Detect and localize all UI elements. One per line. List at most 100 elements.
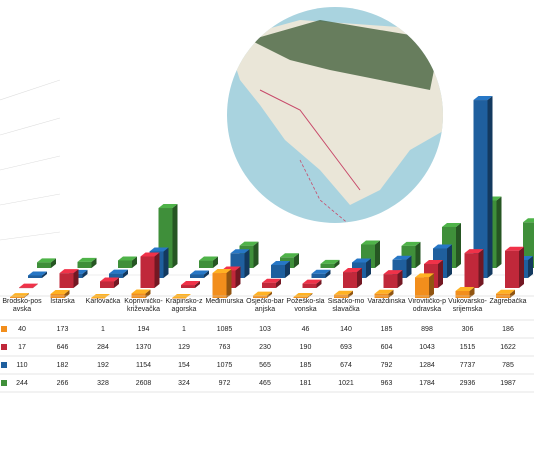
table-value: 1	[182, 326, 186, 333]
table-value: 230	[259, 344, 271, 351]
bar-side	[456, 222, 461, 268]
table-value: 465	[259, 380, 271, 387]
bar	[496, 289, 515, 298]
bar-top	[199, 256, 218, 261]
bar-top	[343, 268, 362, 273]
bar	[50, 290, 70, 298]
category-label: Osječko-baranjska	[246, 298, 284, 313]
bar-front	[464, 253, 479, 288]
category-label: Karlovačka	[85, 298, 121, 305]
table-value: 2608	[136, 380, 152, 387]
bar-top	[37, 258, 56, 263]
bar-top	[496, 289, 515, 294]
bar-side	[235, 266, 241, 288]
bar-top	[433, 244, 452, 249]
bar-top	[424, 260, 443, 265]
table-value: 693	[340, 344, 352, 351]
category-cell: Osječko-baranjska	[246, 298, 284, 313]
bar-top	[109, 269, 128, 274]
bar-top	[100, 277, 119, 282]
bar	[118, 256, 137, 268]
table-value: 182	[57, 362, 69, 369]
bar-top	[230, 249, 250, 254]
category-cell: Brodsko-posavska	[2, 298, 42, 313]
bar-side	[267, 291, 272, 298]
bar-front	[109, 273, 123, 278]
bar-side	[528, 255, 533, 278]
category-label: Zagrebačka	[489, 298, 527, 305]
category-cell: Međimurska	[205, 298, 243, 305]
bar-side	[276, 278, 281, 288]
bar-side	[406, 255, 412, 278]
bar-front	[28, 275, 42, 278]
bar	[311, 269, 331, 278]
bar-front	[59, 273, 74, 288]
bar-top	[361, 240, 380, 245]
table	[0, 295, 534, 393]
bar-side	[51, 258, 56, 268]
table-value: 565	[259, 362, 271, 369]
bar-front	[383, 274, 398, 288]
bar-top	[455, 286, 475, 291]
bar-front	[505, 250, 519, 288]
category-label: Brodsko-posavska	[2, 298, 42, 313]
bar	[262, 278, 281, 288]
bar-top	[239, 241, 259, 246]
bar-front	[415, 277, 429, 298]
bar-top	[59, 269, 79, 274]
bar-side	[438, 260, 443, 288]
bar-side	[244, 249, 250, 278]
bar-side	[33, 283, 38, 288]
bar-front	[91, 297, 105, 299]
bar	[523, 218, 534, 268]
bar-side	[366, 258, 371, 278]
bar-side	[163, 247, 169, 278]
category-label: Vukovarsko-srijemska	[448, 298, 487, 313]
bar-side	[114, 277, 119, 288]
bar	[455, 286, 475, 298]
table-value: 154	[178, 362, 190, 369]
table-value: 129	[178, 344, 190, 351]
table-value: 328	[97, 380, 109, 387]
table-value: 604	[381, 344, 393, 351]
table-value: 194	[138, 326, 150, 333]
category-cell: Istarska	[50, 298, 75, 305]
bar-top	[320, 259, 340, 264]
bar-front	[190, 274, 204, 278]
bar	[464, 249, 484, 288]
bar-top	[302, 279, 322, 284]
bar-top	[464, 249, 484, 254]
bar-front	[343, 272, 357, 288]
table-value: 17	[18, 344, 26, 351]
bar	[181, 281, 200, 288]
bar-side	[487, 96, 493, 278]
bar-side	[82, 269, 88, 278]
bar	[253, 291, 272, 298]
category-cell: Zagrebačka	[489, 298, 527, 305]
bar-top	[505, 246, 524, 251]
table-value: 1370	[136, 344, 152, 351]
bar-top	[19, 283, 38, 288]
bar-front	[320, 263, 335, 268]
table-value: 1021	[338, 380, 354, 387]
category-cell: Virovitičko-podravska	[408, 298, 446, 313]
bar-top	[352, 258, 371, 263]
bar-front	[212, 273, 227, 298]
bar-side	[285, 261, 290, 278]
bar	[320, 259, 340, 268]
legend-key	[1, 344, 7, 350]
bar-top	[140, 252, 160, 257]
bar-front	[271, 265, 285, 278]
bar-side	[478, 249, 484, 288]
bar	[505, 246, 524, 288]
table-value: 140	[340, 326, 352, 333]
table-value: 7737	[460, 362, 476, 369]
category-label: Krapinsko-zagorska	[165, 298, 203, 313]
table-value: 186	[502, 326, 514, 333]
bar-top	[415, 273, 434, 278]
bar-front	[311, 273, 326, 278]
table-value: 1515	[460, 344, 476, 351]
bar-side	[334, 259, 340, 268]
category-cell: Koprivničko-križevačka	[124, 298, 163, 313]
legend-key	[1, 326, 7, 332]
